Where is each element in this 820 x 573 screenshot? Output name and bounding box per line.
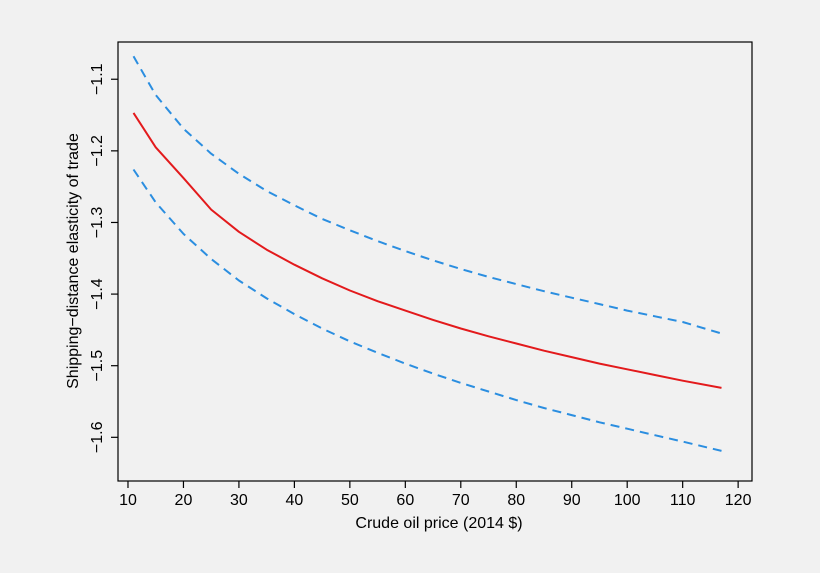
x-axis: 10 20 30 40 50 60 70 80 90 100 110 120 — [119, 481, 752, 509]
series-layer — [132, 55, 722, 452]
x-tick-label: 80 — [507, 492, 525, 509]
series-line-upper-bound — [132, 55, 722, 335]
y-tick-label: −1.3 — [89, 207, 106, 239]
x-tick-label: 70 — [452, 492, 470, 509]
x-tick-label: 10 — [119, 492, 137, 509]
x-tick-label: 90 — [563, 492, 581, 509]
y-tick-label: −1.5 — [89, 350, 106, 382]
x-tick-label: 120 — [725, 492, 752, 509]
x-axis-title: Crude oil price (2014 $) — [355, 515, 522, 532]
y-axis-title: Shipping−distance elasticity of trade — [65, 133, 82, 389]
x-tick-label: 40 — [285, 492, 303, 509]
x-tick-label: 50 — [341, 492, 359, 509]
plot-area — [117, 41, 753, 482]
y-tick-label: −1.6 — [89, 421, 106, 453]
x-tick-label: 60 — [396, 492, 414, 509]
x-tick-label: 100 — [614, 492, 641, 509]
x-tick-label: 110 — [670, 492, 696, 509]
y-tick-label: −1.4 — [89, 278, 106, 310]
plot-border — [117, 41, 753, 482]
x-tick-label: 20 — [175, 492, 193, 509]
series-line-estimate — [132, 112, 722, 389]
x-tick-label: 30 — [230, 492, 248, 509]
series-line-lower-bound — [132, 168, 722, 452]
y-axis: −1.1 −1.2 −1.3 −1.4 −1.5 −1.6 — [89, 63, 118, 453]
y-tick-label: −1.1 — [89, 63, 106, 95]
y-tick-label: −1.2 — [89, 135, 106, 167]
